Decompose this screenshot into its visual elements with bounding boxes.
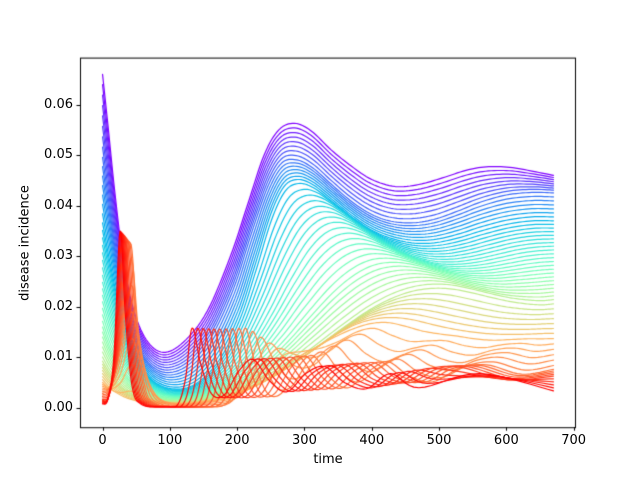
x-tick-label: 500 (426, 433, 452, 449)
y-tick-label: 0.06 (44, 96, 73, 112)
x-tick-label: 300 (292, 433, 317, 449)
y-tick-label: 0.04 (44, 197, 73, 213)
y-axis-label: disease incidence (17, 185, 33, 301)
y-tick-label: 0.05 (44, 147, 73, 163)
x-tick-label: 700 (561, 433, 587, 449)
x-tick-label: 600 (493, 433, 519, 449)
y-tick-label: 0.02 (44, 298, 73, 314)
y-tick-label: 0.03 (44, 248, 73, 264)
y-tick-label: 0.01 (44, 349, 73, 365)
x-axis-label: time (313, 452, 343, 467)
x-tick-label: 0 (98, 433, 107, 449)
x-tick-label: 100 (157, 433, 183, 449)
x-tick-label: 400 (359, 433, 385, 449)
y-tick-label: 0.00 (44, 399, 73, 415)
x-tick-label: 200 (224, 433, 250, 449)
